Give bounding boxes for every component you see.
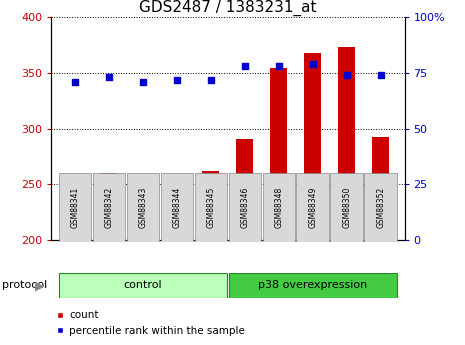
Bar <box>100 173 117 240</box>
Point <box>377 72 385 78</box>
Point <box>275 63 283 69</box>
Text: GSM88344: GSM88344 <box>173 186 181 228</box>
Point <box>343 72 351 78</box>
Bar <box>168 211 186 240</box>
Bar <box>339 47 355 240</box>
Bar <box>194 172 227 242</box>
Text: GSM88345: GSM88345 <box>206 186 215 228</box>
Bar <box>236 139 253 240</box>
Text: GSM88343: GSM88343 <box>139 186 147 228</box>
Bar <box>134 234 152 240</box>
Point <box>105 75 113 80</box>
Text: GSM88349: GSM88349 <box>308 186 317 228</box>
Bar <box>365 172 397 242</box>
Bar <box>59 172 91 242</box>
Point <box>207 77 214 82</box>
Bar <box>304 53 321 240</box>
Bar <box>270 68 287 240</box>
Bar <box>93 172 125 242</box>
Bar <box>59 273 227 298</box>
Point <box>173 77 180 82</box>
Text: protocol: protocol <box>2 280 47 290</box>
Text: GSM88346: GSM88346 <box>240 186 249 228</box>
Bar <box>331 172 363 242</box>
Point <box>241 63 249 69</box>
Point <box>309 61 317 67</box>
Bar <box>228 273 397 298</box>
Bar <box>228 172 261 242</box>
Bar <box>297 172 329 242</box>
Bar <box>160 172 193 242</box>
Bar <box>126 172 159 242</box>
Text: control: control <box>124 280 162 290</box>
Legend: count, percentile rank within the sample: count, percentile rank within the sample <box>52 306 249 340</box>
Point <box>71 79 79 85</box>
Text: GSM88350: GSM88350 <box>342 186 351 228</box>
Bar <box>263 172 295 242</box>
Bar <box>66 186 83 240</box>
Text: GSM88342: GSM88342 <box>105 186 113 228</box>
Bar <box>372 137 389 240</box>
Text: GSM88341: GSM88341 <box>70 186 80 228</box>
Text: GSM88348: GSM88348 <box>274 186 283 228</box>
Title: GDS2487 / 1383231_at: GDS2487 / 1383231_at <box>139 0 317 16</box>
Text: ▶: ▶ <box>35 279 45 292</box>
Text: p38 overexpression: p38 overexpression <box>258 280 367 290</box>
Point <box>139 79 146 85</box>
Bar <box>202 171 219 240</box>
Text: GSM88352: GSM88352 <box>376 186 385 228</box>
